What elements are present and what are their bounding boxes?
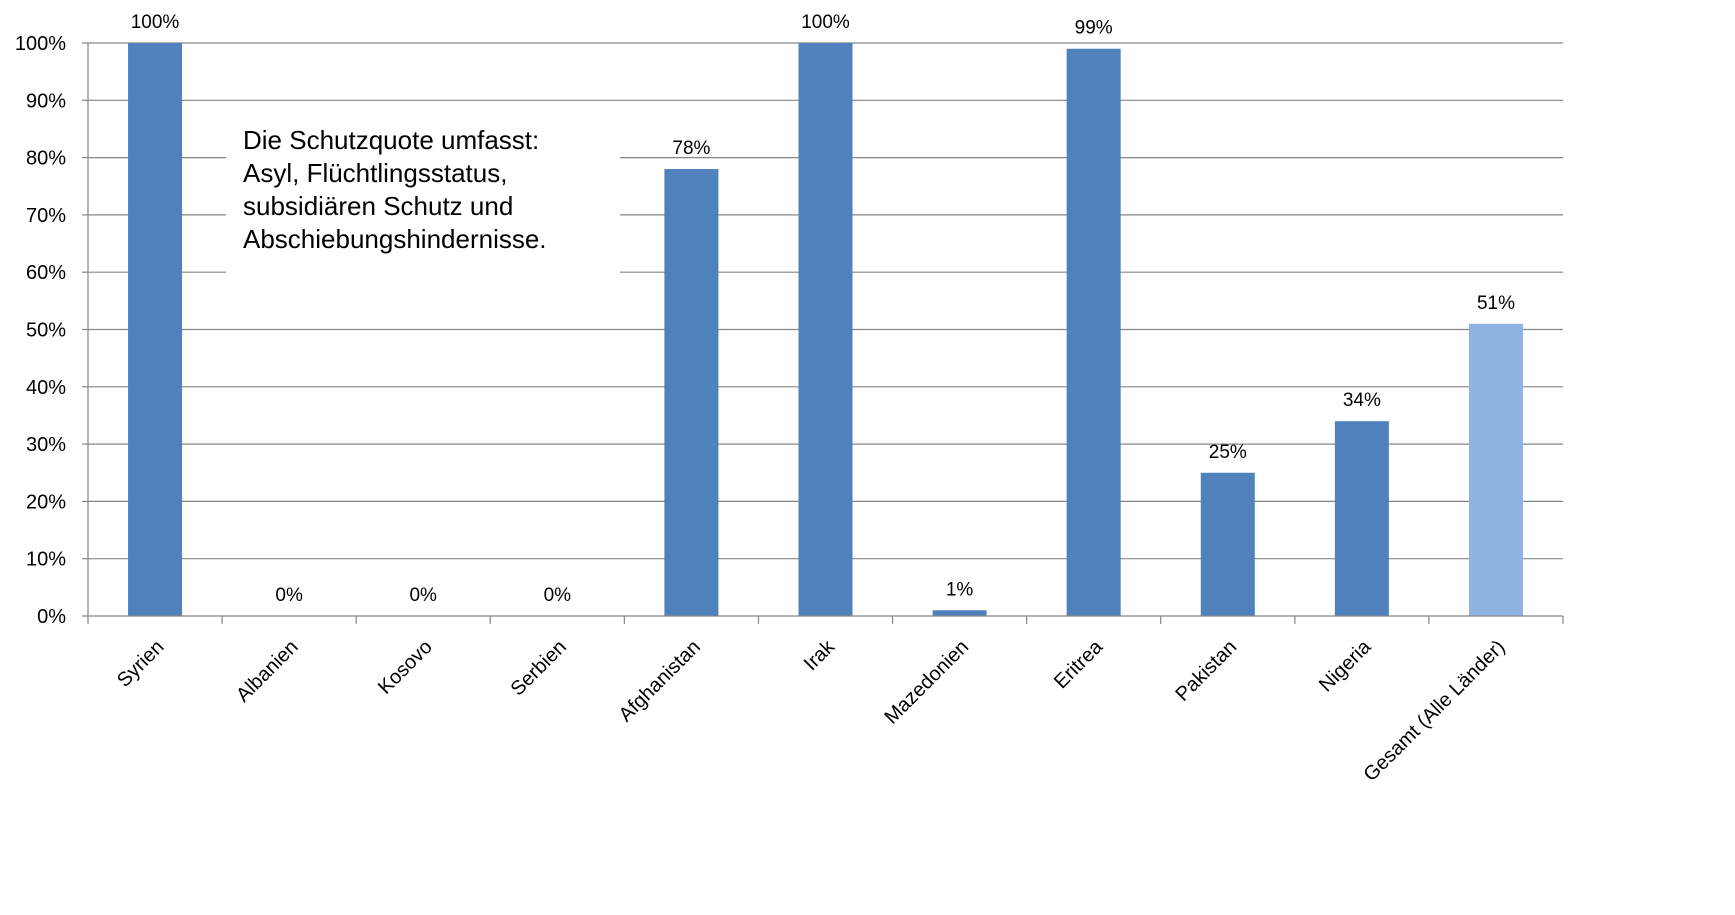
data-label: 25% bbox=[1209, 442, 1247, 463]
y-tick-label: 20% bbox=[26, 491, 66, 513]
y-tick-label: 30% bbox=[26, 434, 66, 456]
bar bbox=[128, 43, 183, 616]
annotation-line-1: Die Schutzquote umfasst: bbox=[243, 125, 539, 155]
x-tick-label: Afghanistan bbox=[615, 636, 705, 726]
x-axis-ticks: Syrien Albanien Kosovo Serbien Afghanistan Ir… bbox=[113, 635, 1510, 786]
bar bbox=[1334, 421, 1389, 616]
x-tick-label: Eritrea bbox=[1050, 635, 1108, 693]
bar bbox=[1200, 472, 1255, 616]
x-tick-label: Pakistan bbox=[1172, 636, 1242, 706]
bar bbox=[798, 43, 853, 616]
y-tick-label: 0% bbox=[37, 606, 66, 628]
y-axis-ticks: 0% 10% 20% 30% 40% 50% 60% 70% 80% 90% 100% bbox=[15, 33, 66, 628]
x-tick-label: Gesamt (Alle Länder) bbox=[1360, 636, 1510, 786]
y-tick-label: 90% bbox=[26, 90, 66, 112]
x-axis bbox=[87, 43, 1564, 624]
bar bbox=[1066, 48, 1121, 617]
annotation-line-4: Abschiebungshindernisse. bbox=[243, 224, 547, 254]
annotation-line-3: subsidiären Schutz und bbox=[243, 191, 513, 221]
bar bbox=[932, 610, 987, 616]
y-tick-label: 80% bbox=[26, 148, 66, 170]
data-label: 100% bbox=[801, 12, 850, 33]
bar bbox=[664, 169, 719, 616]
data-label: 99% bbox=[1075, 18, 1113, 39]
data-label: 0% bbox=[409, 585, 437, 606]
data-labels: 100% 0% 0% 0% 78% 100% 1% 99% 25% 34% 51% bbox=[131, 12, 1515, 606]
data-label: 34% bbox=[1343, 390, 1381, 411]
y-tick-label: 70% bbox=[26, 205, 66, 227]
x-tick-label: Irak bbox=[800, 635, 840, 675]
x-tick-label: Mazedonien bbox=[881, 636, 974, 729]
annotation-background bbox=[226, 119, 620, 274]
data-label: 78% bbox=[672, 138, 710, 159]
data-label: 1% bbox=[946, 579, 974, 600]
y-tick-label: 60% bbox=[26, 262, 66, 284]
y-tick-label: 50% bbox=[26, 320, 66, 342]
y-tick-label: 100% bbox=[15, 33, 66, 55]
y-tick-label: 40% bbox=[26, 377, 66, 399]
bar bbox=[1468, 323, 1523, 616]
data-label: 51% bbox=[1477, 293, 1515, 314]
bars bbox=[128, 43, 1523, 617]
annotation-line-2: Asyl, Flüchtlingsstatus, bbox=[243, 158, 507, 188]
x-tick-label: Nigeria bbox=[1315, 635, 1376, 696]
data-label: 100% bbox=[131, 12, 180, 33]
x-tick-label: Albanien bbox=[232, 636, 303, 707]
x-tick-label: Serbien bbox=[507, 636, 571, 700]
x-tick-label: Syrien bbox=[113, 636, 169, 692]
data-label: 0% bbox=[275, 585, 303, 606]
annotation-box: Die Schutzquote umfasst: Asyl, Flüchtlin… bbox=[226, 119, 620, 274]
y-tick-label: 10% bbox=[26, 549, 66, 571]
x-tick-label: Kosovo bbox=[374, 636, 437, 699]
data-label: 0% bbox=[544, 585, 572, 606]
